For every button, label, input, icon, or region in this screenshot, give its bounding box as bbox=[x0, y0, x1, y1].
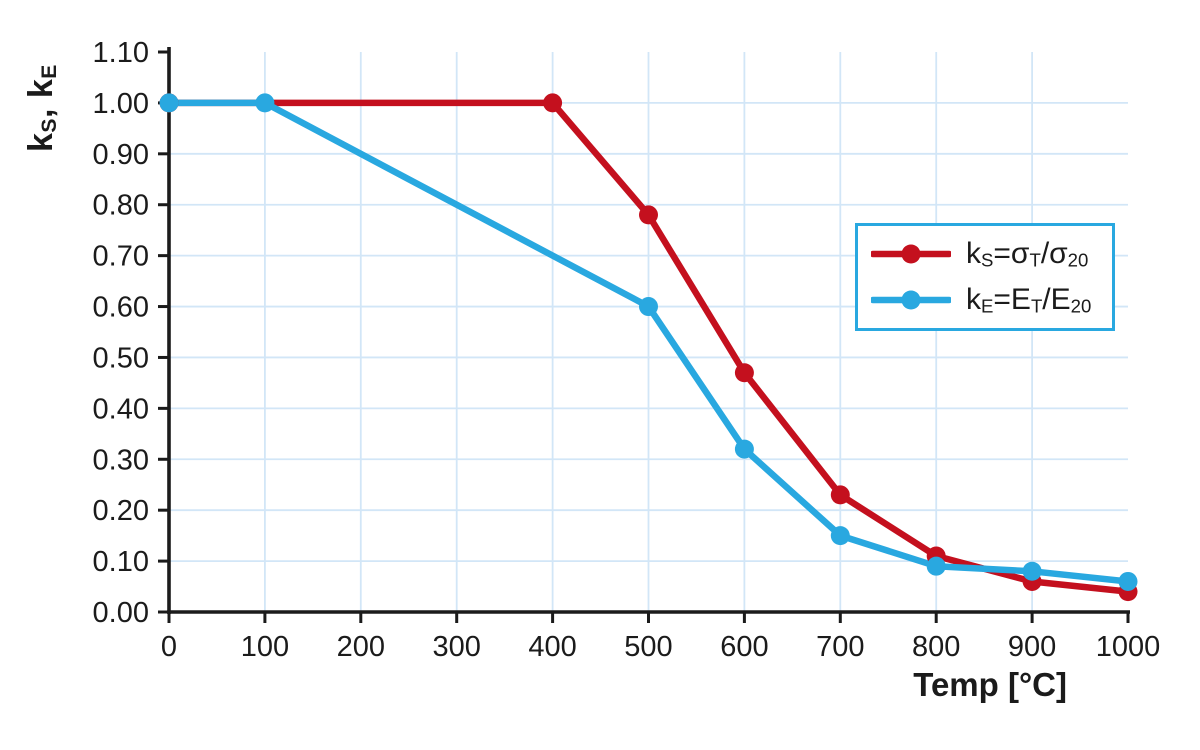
x-tick-label: 200 bbox=[337, 631, 385, 663]
x-tick-label: 900 bbox=[1008, 631, 1056, 663]
x-tick-label: 500 bbox=[624, 631, 672, 663]
ke-marker bbox=[830, 526, 850, 546]
y-tick-label: 0.60 bbox=[93, 292, 149, 324]
legend-label-ke: kE=ET/E20 bbox=[966, 283, 1092, 317]
y-tick-label: 0.90 bbox=[93, 139, 149, 171]
y-tick-label: 0.70 bbox=[93, 241, 149, 273]
x-tick-label: 700 bbox=[816, 631, 864, 663]
legend-item-ks: kS=σT/σ20 bbox=[871, 232, 1106, 276]
ke-marker bbox=[255, 93, 275, 113]
y-tick-label: 0.20 bbox=[93, 495, 149, 527]
legend-line-icon bbox=[871, 244, 951, 264]
ke-marker bbox=[926, 556, 946, 576]
y-tick-label: 0.40 bbox=[93, 393, 149, 425]
x-axis-title: Temp [°C] bbox=[913, 666, 1067, 703]
legend-dot bbox=[901, 290, 921, 310]
gridlines bbox=[170, 52, 1128, 611]
ke-marker bbox=[159, 93, 179, 113]
y-tick-label: 0.10 bbox=[93, 546, 149, 578]
y-tick-label: 1.00 bbox=[93, 88, 149, 120]
ks-line bbox=[165, 99, 1132, 595]
ke-marker bbox=[639, 297, 658, 317]
y-tick-label: 0.50 bbox=[93, 342, 149, 374]
y-tick-label: 1.10 bbox=[93, 37, 149, 69]
ks-marker bbox=[734, 363, 754, 383]
x-tick-label: 800 bbox=[912, 631, 960, 663]
legend-label-ks: kS=σT/σ20 bbox=[966, 237, 1089, 271]
x-tick-label: 0 bbox=[161, 631, 177, 663]
ke-marker bbox=[1118, 571, 1138, 591]
ke-marker bbox=[734, 439, 754, 459]
ks-marker bbox=[830, 485, 850, 505]
legend-item-ke: kE=ET/E20 bbox=[871, 278, 1106, 322]
x-tick-label: 600 bbox=[720, 631, 768, 663]
x-tick-label: 400 bbox=[528, 631, 576, 663]
y-tick-label: 0.30 bbox=[93, 444, 149, 476]
ke-line bbox=[165, 99, 1132, 585]
legend: kS=σT/σ20 kE=ET/E20 bbox=[855, 223, 1115, 331]
y-tick-label: 0.80 bbox=[93, 190, 149, 222]
ks-marker bbox=[543, 93, 563, 113]
x-tick-label: 300 bbox=[433, 631, 481, 663]
tick-labels: 0 100 200 300 400 500 600 700 800 900 1000 0.00 0.10… bbox=[93, 37, 1161, 663]
x-tick-label: 1000 bbox=[1096, 631, 1161, 663]
series-lines bbox=[165, 99, 1132, 595]
legend-dot bbox=[901, 244, 921, 264]
legend-line-icon bbox=[871, 290, 951, 310]
y-tick-label: 0.00 bbox=[93, 597, 149, 629]
x-tick-label: 100 bbox=[241, 631, 289, 663]
ks-marker bbox=[639, 205, 658, 225]
ke-marker bbox=[1022, 561, 1042, 581]
series-markers bbox=[159, 93, 1138, 602]
y-axis-title: kS, kE bbox=[22, 64, 61, 152]
tick-marks bbox=[158, 50, 1130, 623]
